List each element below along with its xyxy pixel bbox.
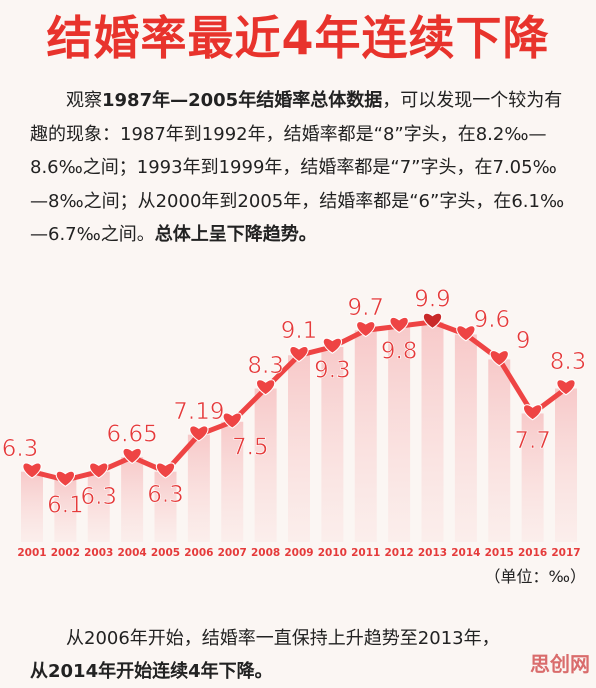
bar: [254, 388, 277, 542]
x-tick-label: 2010: [318, 547, 347, 559]
text-run: 从2014年开始连续4年下降。: [30, 661, 273, 682]
data-label: 7.7: [514, 428, 551, 454]
bar: [388, 326, 411, 542]
bar: [488, 359, 511, 542]
heart-marker: [422, 312, 443, 329]
heart-marker: [189, 425, 209, 442]
x-tick-label: 2013: [418, 547, 447, 559]
bar: [354, 330, 377, 542]
x-tick-label: 2011: [351, 547, 380, 559]
heart-marker: [389, 316, 409, 334]
footer: 从2006年开始，结婚率一直保持上升趋势至2013年， 从2014年开始连续4年下…: [30, 622, 590, 688]
data-label: 9.9: [414, 287, 451, 313]
bar: [21, 471, 43, 542]
data-label: 9: [516, 328, 531, 354]
x-tick-label: 2007: [218, 547, 247, 559]
bar: [54, 480, 77, 542]
heart-marker: [489, 350, 509, 367]
heart-marker: [155, 462, 176, 479]
watermark: 思创网: [530, 652, 590, 676]
data-label: 6.65: [107, 422, 158, 448]
chart: 6.3 2001 6.1 2002 6.3 2003 6.65 2004 6.3 2005 7.19…: [1, 286, 587, 586]
heart-marker: [256, 379, 276, 396]
x-tick-label: 2004: [118, 547, 147, 559]
heart-marker: [55, 470, 75, 487]
data-label: 7.19: [173, 399, 224, 425]
heart-marker: [556, 379, 576, 396]
data-label: 9.6: [474, 307, 511, 333]
text-run: 1987年—2005年结婚率总体数据: [102, 90, 383, 111]
bar: [221, 421, 244, 542]
data-label: 9.8: [381, 339, 418, 365]
title: 结婚率最近4年连续下降: [46, 11, 550, 65]
heart-marker: [122, 447, 142, 465]
x-tick-label: 2006: [184, 547, 213, 559]
data-label: 6.3: [80, 484, 117, 510]
x-tick-label: 2002: [51, 547, 80, 559]
data-label: 9.3: [314, 357, 351, 383]
intro: 观察1987年—2005年结婚率总体数据，可以发现一个较为有趣的现象：1987年…: [30, 84, 566, 252]
bar: [321, 346, 344, 542]
unit-note: （单位：‰）: [485, 567, 586, 586]
x-tick-label: 2015: [485, 547, 514, 559]
x-tick-label: 2014: [451, 547, 480, 559]
bar: [154, 471, 177, 542]
heart-marker: [222, 412, 242, 429]
heart-marker: [456, 325, 476, 342]
bar: [421, 322, 444, 542]
x-tick-label: 2016: [518, 547, 547, 559]
heart-marker: [89, 462, 109, 479]
x-tick-label: 2012: [385, 547, 414, 559]
data-label: 7.5: [232, 434, 269, 460]
bar: [121, 457, 144, 542]
bar: [521, 413, 544, 542]
x-tick-label: 2017: [551, 547, 580, 559]
x-tick-label: 2005: [151, 547, 180, 559]
text-run: 从2006年开始，结婚率一直保持上升趋势至2013年，: [66, 628, 500, 649]
bar: [87, 471, 110, 542]
heart-marker: [22, 462, 42, 479]
bar: [454, 334, 477, 542]
data-label: 6.1: [47, 493, 84, 519]
heart-marker: [289, 345, 309, 363]
data-label: 9.1: [281, 318, 318, 344]
x-tick-label: 2008: [251, 547, 280, 559]
text-run: 观察: [66, 90, 102, 111]
x-tick-label: 2003: [84, 547, 113, 559]
heart-marker: [523, 404, 543, 421]
data-label: 9.7: [347, 295, 384, 321]
heart-marker: [356, 321, 376, 338]
data-label: 6.3: [147, 482, 184, 508]
bar: [288, 355, 310, 542]
heart-marker: [322, 337, 342, 354]
bar: [187, 434, 210, 542]
bar: [555, 388, 577, 542]
data-label: 8.3: [247, 353, 284, 379]
text-run: 总体上呈下降趋势。: [154, 224, 317, 245]
x-tick-label: 2009: [284, 547, 313, 559]
data-label: 6.3: [2, 436, 39, 462]
x-tick-label: 2001: [17, 547, 46, 559]
text-run: ，可以发现一个较为有趣的现象：1987年到1992年，结婚率都是“8”字头，在8…: [30, 90, 565, 245]
data-label: 8.3: [550, 349, 587, 375]
